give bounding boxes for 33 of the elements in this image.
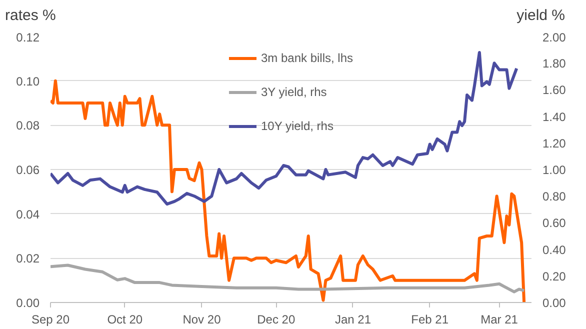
y2-tick-label: 1.40 [542,110,566,124]
x-tick-label: Nov 20 [182,312,222,326]
y2-tick-label: 0.80 [542,190,566,204]
y2-tick-label: 1.20 [542,136,566,150]
line-series [50,264,526,294]
y2-tick-label: 1.80 [542,56,566,71]
y2-tick-label: 2.00 [542,30,566,44]
y-tick-label: 0.02 [16,252,40,266]
y2-axis-title: yield % [516,6,565,26]
x-tick-label: Jan 21 [334,312,372,326]
y2-tick-label: 0.00 [542,296,566,310]
y-tick-label: 0.00 [16,296,40,310]
x-tick-label: Oct 20 [107,312,143,326]
y-tick-label: 0.04 [16,207,40,222]
x-tick-label: Feb 21 [411,312,449,326]
x-tick-label: Sep 20 [31,312,70,326]
y-tick-label: 0.08 [16,118,40,133]
y2-tick-label: 0.20 [542,269,566,284]
legend-label: 10Y yield, rhs [260,119,334,133]
line-series [50,79,526,302]
y-tick-label: 0.12 [16,30,40,44]
legend-label: 3m bank bills, lhs [260,51,354,65]
y-tick-label: 0.06 [16,163,40,177]
y2-tick-label: 1.00 [542,163,566,177]
y-axis-title: rates % [5,6,56,26]
y2-tick-label: 0.40 [542,242,566,257]
x-tick-label: Dec 20 [257,312,296,326]
x-tick-label: Mar 21 [480,312,518,326]
legend-label: 3Y yield, rhs [260,85,327,99]
y2-tick-label: 0.60 [542,216,566,230]
y2-tick-label: 1.60 [542,83,566,98]
line-series [50,50,518,206]
y-tick-label: 0.10 [16,74,40,88]
